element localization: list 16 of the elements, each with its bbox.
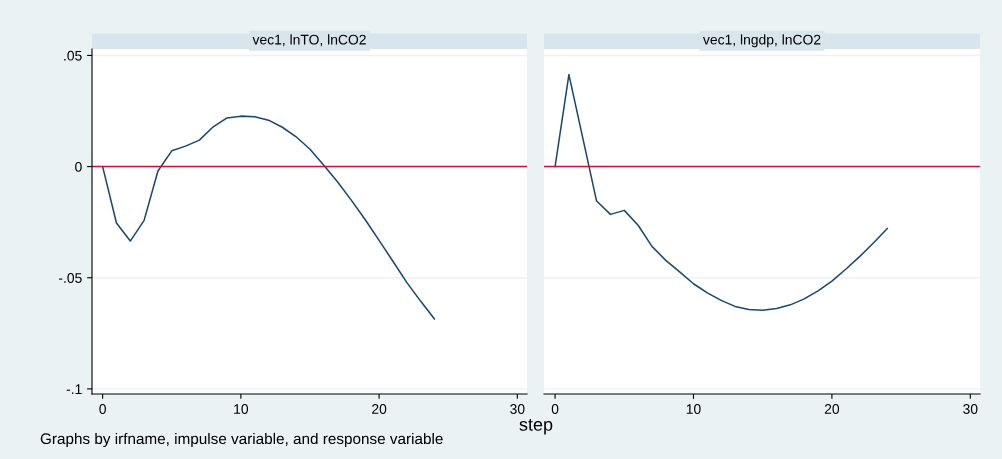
y-tick-label: 0 [75,161,82,172]
x-tick-label: 20 [372,404,387,414]
y-tick-label: -.05 [58,273,82,283]
x-tick-label: 0 [551,404,559,414]
x-tick-label: 30 [963,404,978,414]
text: Graphs by irfname, impulse variable, and response variable [40,432,443,448]
chart-title: vec1, lnTO, lnCO2 [252,34,366,47]
x-tick-label: 20 [824,404,840,414]
x-tick-label: 0 [99,404,106,414]
x-tick-label: 10 [686,404,701,414]
chart-title: vec1, lngdp, lnCO2 [702,34,821,48]
y-tick-label: -.1 [66,384,82,394]
x-tick-label: 30 [510,404,525,414]
x-tick-label: 10 [234,404,249,414]
y-tick-label: .05 [64,50,82,61]
x-axis-title: step [519,419,553,435]
